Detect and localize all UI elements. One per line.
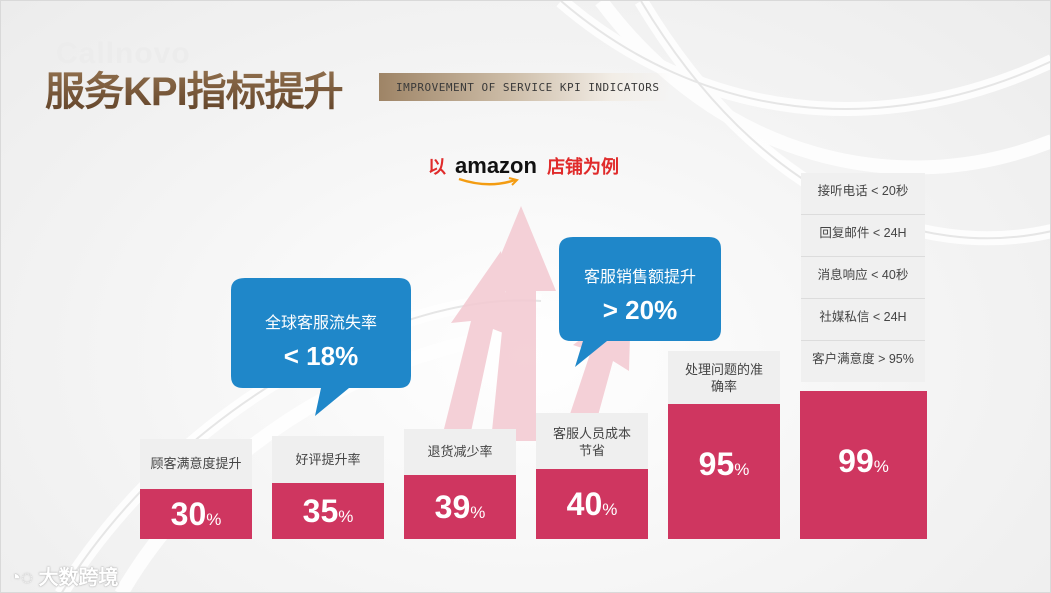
amazon-prefix: 以 [428, 157, 446, 177]
kpi-unit: % [338, 507, 354, 526]
kpi-value: 40 [566, 486, 603, 522]
list-item: 接听电话 < 20秒 [801, 173, 925, 215]
bubble-churn-value: < 18% [283, 341, 359, 371]
kpi-card-positive-review: 好评提升率 35% [272, 436, 384, 539]
kpi-value: 39 [434, 489, 471, 525]
kpi-unit: % [602, 500, 618, 519]
ghost-brand-text: Callnovo [56, 37, 191, 70]
kpi-value: 35 [302, 493, 339, 529]
list-item: 回复邮件 < 24H [801, 215, 925, 257]
page-subtitle: IMPROVEMENT OF SERVICE KPI INDICATORS [396, 81, 660, 94]
kpi-value-box: 40% [536, 469, 648, 539]
kpi-label: 退货减少率 [404, 429, 516, 475]
kpi-value-box: 30% [140, 489, 252, 539]
kpi-card-satisfaction: 顾客满意度提升 30% [140, 439, 252, 539]
kpi-label: 客服人员成本节省 [536, 413, 648, 469]
kpi-card-accuracy: 处理问题的准确率 95% [668, 351, 780, 539]
kpi-unit: % [470, 503, 486, 522]
kpi-unit: % [734, 460, 750, 479]
speech-bubble-churn [231, 278, 411, 416]
kpi-value-box: 39% [404, 475, 516, 539]
kpi-value: 95 [698, 446, 735, 482]
bubble-churn-label: 全球客服流失率 [264, 315, 377, 332]
bubble-sales-value: > 20% [602, 295, 678, 325]
amazon-suffix: 店铺为例 [547, 157, 620, 177]
watermark-icon: ◔◌ [9, 567, 39, 589]
list-item: 社媒私信 < 24H [801, 299, 925, 341]
kpi-label: 好评提升率 [272, 436, 384, 483]
kpi-unit: % [873, 457, 889, 476]
watermark-logo: ◔◌ 大数跨境 [9, 561, 119, 590]
kpi-value: 99 [838, 443, 874, 479]
kpi-label: 顾客满意度提升 [140, 439, 252, 489]
list-item: 客户满意度 > 95% [801, 341, 925, 382]
kpi-card-returns: 退货减少率 39% [404, 429, 516, 539]
kpi-value-box: 35% [272, 483, 384, 539]
kpi-card-cost-saving: 客服人员成本节省 40% [536, 413, 648, 539]
kpi-card-response-satisfaction: 99% [800, 391, 927, 539]
response-metrics-list: 接听电话 < 20秒 回复邮件 < 24H 消息响应 < 40秒 社媒私信 < … [801, 173, 925, 382]
list-item: 消息响应 < 40秒 [801, 257, 925, 299]
subtitle-band [379, 73, 671, 101]
kpi-label: 处理问题的准确率 [668, 351, 780, 404]
kpi-unit: % [206, 510, 222, 529]
kpi-value-box: 99% [800, 391, 927, 539]
amazon-smile-icon [458, 177, 519, 186]
page-title: 服务KPI指标提升 [45, 59, 344, 117]
kpi-value-box: 95% [668, 404, 780, 539]
amazon-logo: amazon [455, 153, 543, 186]
watermark-text: 大数跨境 [38, 567, 119, 589]
speech-bubble-sales [559, 237, 721, 367]
kpi-value: 30 [170, 496, 207, 532]
bubble-sales-label: 客服销售额提升 [583, 269, 696, 286]
amazon-example-label: 以 amazon 店铺为例 [428, 153, 620, 186]
